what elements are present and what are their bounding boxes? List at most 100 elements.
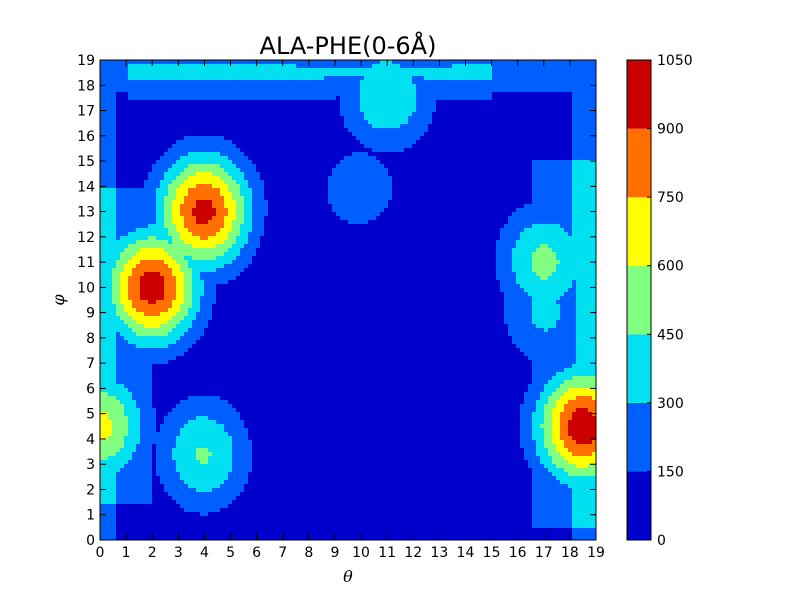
contour-cell — [244, 280, 249, 285]
contour-cell — [168, 148, 173, 153]
contour-cell — [152, 176, 157, 181]
contour-cell — [168, 176, 173, 181]
contour-cell — [120, 368, 125, 373]
contour-cell — [224, 508, 229, 513]
contour-cell — [172, 252, 177, 257]
contour-cell — [236, 356, 241, 361]
contour-cell — [244, 168, 249, 173]
contour-cell — [232, 236, 237, 241]
contour-cell — [200, 196, 205, 201]
contour-cell — [100, 516, 105, 521]
contour-cell — [104, 496, 109, 501]
contour-cell — [176, 276, 181, 281]
contour-cell — [164, 168, 169, 173]
contour-cell — [260, 344, 265, 349]
contour-cell — [100, 424, 105, 429]
contour-cell — [232, 148, 237, 153]
contour-cell — [112, 496, 117, 501]
contour-cell — [148, 232, 153, 237]
contour-cell — [108, 320, 113, 325]
contour-cell — [152, 304, 157, 309]
contour-cell — [236, 420, 241, 425]
contour-cell — [112, 428, 117, 433]
contour-cell — [144, 372, 149, 377]
contour-cell — [252, 124, 257, 129]
contour-cell — [128, 340, 133, 345]
contour-cell — [160, 492, 165, 497]
contour-cell — [116, 268, 121, 273]
contour-cell — [104, 104, 109, 109]
contour-cell — [144, 344, 149, 349]
contour-cell — [164, 304, 169, 309]
contour-cell — [240, 524, 245, 529]
contour-cell — [160, 456, 165, 461]
contour-cell — [100, 80, 105, 85]
contour-cell — [144, 184, 149, 189]
contour-cell — [176, 484, 181, 489]
contour-cell — [160, 424, 165, 429]
contour-cell — [220, 272, 225, 277]
contour-cell — [252, 148, 257, 153]
contour-cell — [112, 332, 117, 337]
contour-cell — [264, 116, 269, 121]
contour-cell — [184, 152, 189, 157]
contour-cell — [124, 132, 129, 137]
contour-cell — [144, 488, 149, 493]
contour-cell — [184, 308, 189, 313]
contour-cell — [164, 132, 169, 137]
contour-cell — [104, 484, 109, 489]
contour-cell — [116, 312, 121, 317]
contour-cell — [196, 232, 201, 237]
contour-cell — [208, 180, 213, 185]
contour-cell — [136, 116, 141, 121]
contour-cell — [208, 248, 213, 253]
contour-cell — [168, 184, 173, 189]
contour-cell — [116, 508, 121, 513]
contour-cell — [208, 76, 213, 81]
contour-cell — [100, 208, 105, 213]
contour-cell — [220, 220, 225, 225]
contour-cell — [148, 100, 153, 105]
contour-cell — [140, 188, 145, 193]
contour-cell — [252, 492, 257, 497]
contour-cell — [188, 140, 193, 145]
contour-cell — [156, 100, 161, 105]
contour-cell — [116, 432, 121, 437]
contour-cell — [248, 128, 253, 133]
contour-cell — [188, 504, 193, 509]
contour-cell — [244, 240, 249, 245]
contour-cell — [124, 392, 129, 397]
contour-cell — [216, 508, 221, 513]
contour-cell — [232, 60, 237, 65]
contour-cell — [168, 240, 173, 245]
contour-cell — [132, 60, 137, 65]
contour-cell — [128, 508, 133, 513]
contour-cell — [124, 260, 129, 265]
contour-cell — [136, 108, 141, 113]
contour-cell — [220, 244, 225, 249]
contour-cell — [244, 432, 249, 437]
contour-cell — [228, 520, 233, 525]
contour-cell — [204, 400, 209, 405]
contour-cell — [236, 292, 241, 297]
contour-cell — [128, 60, 133, 65]
contour-cell — [140, 264, 145, 269]
contour-cell — [108, 496, 113, 501]
contour-cell — [192, 124, 197, 129]
contour-cell — [192, 228, 197, 233]
contour-cell — [152, 104, 157, 109]
contour-cell — [248, 464, 253, 469]
contour-cell — [152, 336, 157, 341]
contour-cell — [200, 536, 205, 541]
contour-cell — [132, 464, 137, 469]
contour-cell — [224, 252, 229, 257]
contour-cell — [224, 104, 229, 109]
contour-cell — [152, 252, 157, 257]
contour-cell — [260, 160, 265, 165]
contour-cell — [212, 156, 217, 161]
contour-cell — [192, 168, 197, 173]
contour-cell — [204, 460, 209, 465]
contour-cell — [152, 88, 157, 93]
contour-cell — [252, 152, 257, 157]
contour-cell — [216, 208, 221, 213]
